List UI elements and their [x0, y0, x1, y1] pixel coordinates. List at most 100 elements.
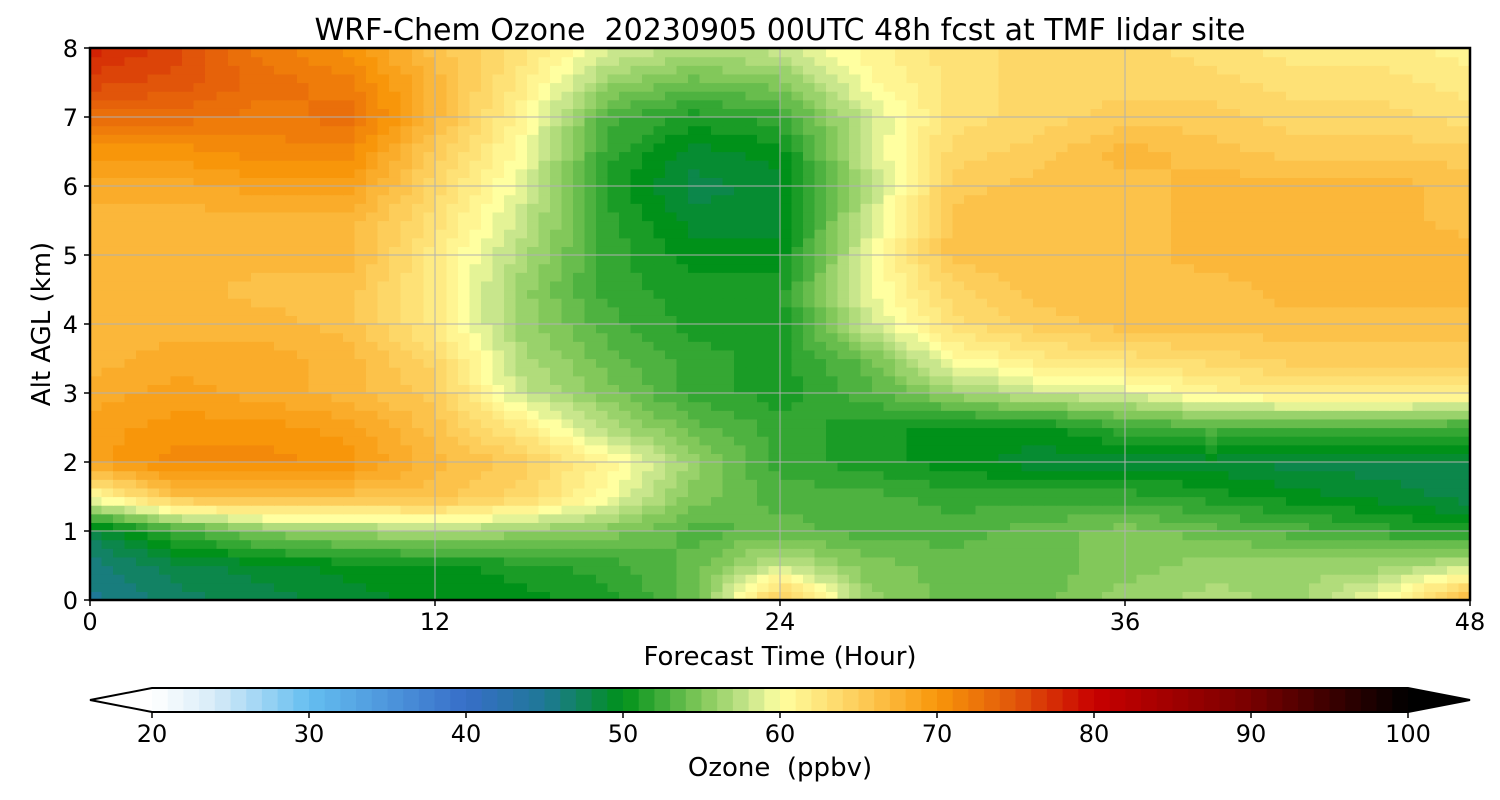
heatmap-cell — [780, 539, 793, 549]
heatmap-cell — [987, 341, 1000, 351]
heatmap-cell — [1205, 255, 1218, 265]
heatmap-cell — [1113, 289, 1126, 299]
heatmap-cell — [1113, 332, 1126, 342]
heatmap-cell — [1102, 280, 1115, 291]
heatmap-cell — [1194, 367, 1207, 377]
heatmap-cell — [734, 324, 747, 334]
heatmap-cell — [964, 505, 977, 515]
heatmap-cell — [251, 358, 264, 368]
heatmap-cell — [251, 349, 264, 360]
heatmap-cell — [883, 289, 896, 299]
heatmap-cell — [676, 582, 689, 592]
heatmap-cell — [400, 367, 413, 377]
heatmap-cell — [619, 410, 632, 420]
heatmap-cell — [768, 410, 781, 420]
heatmap-cell — [1159, 462, 1172, 472]
heatmap-cell — [1033, 324, 1046, 334]
heatmap-cell — [469, 332, 482, 342]
heatmap-cell — [619, 272, 632, 282]
heatmap-cell — [1343, 263, 1356, 273]
heatmap-cell — [642, 522, 655, 532]
heatmap-cell — [895, 315, 908, 325]
heatmap-cell — [1435, 591, 1448, 600]
heatmap-cell — [676, 272, 689, 282]
heatmap-cell — [1458, 384, 1470, 394]
heatmap-cell — [1458, 582, 1470, 592]
heatmap-cell — [469, 479, 482, 489]
heatmap-cell — [573, 591, 586, 600]
heatmap-cell — [159, 289, 172, 299]
heatmap-cell — [596, 470, 609, 480]
heatmap-cell — [1159, 349, 1172, 360]
heatmap-cell — [1182, 375, 1195, 385]
heatmap-cell — [906, 393, 919, 403]
heatmap-cell — [1424, 591, 1437, 600]
heatmap-cell — [1033, 522, 1046, 532]
heatmap-cell — [1159, 582, 1172, 592]
heatmap-cell — [1297, 349, 1310, 360]
heatmap-cell — [596, 246, 609, 256]
heatmap-cell — [274, 522, 287, 532]
heatmap-cell — [1401, 393, 1414, 403]
heatmap-cell — [170, 263, 183, 273]
heatmap-cell — [147, 341, 160, 351]
heatmap-cell — [630, 324, 643, 334]
heatmap-cell — [1297, 332, 1310, 342]
heatmap-cell — [803, 444, 816, 454]
heatmap-cell — [837, 375, 850, 385]
heatmap-cell — [665, 539, 678, 549]
heatmap-cell — [642, 487, 655, 498]
heatmap-cell — [745, 306, 758, 316]
heatmap-cell — [941, 548, 954, 558]
heatmap-cell — [1355, 522, 1368, 532]
heatmap-cell — [941, 306, 954, 316]
heatmap-cell — [1079, 582, 1092, 592]
heatmap-cell — [1309, 272, 1322, 282]
heatmap-cell — [331, 263, 344, 273]
heatmap-cell — [538, 315, 551, 325]
heatmap-cell — [389, 298, 402, 308]
heatmap-cell — [481, 393, 494, 403]
heatmap-cell — [515, 367, 528, 377]
heatmap-cell — [515, 315, 528, 325]
heatmap-cell — [1412, 289, 1425, 299]
heatmap-cell — [205, 531, 218, 541]
heatmap-cell — [1194, 306, 1207, 316]
heatmap-cell — [515, 393, 528, 403]
heatmap-cell — [262, 531, 275, 541]
heatmap-cell — [274, 306, 287, 316]
heatmap-cell — [906, 324, 919, 334]
heatmap-cell — [515, 280, 528, 291]
heatmap-cell — [527, 315, 540, 325]
heatmap-cell — [389, 255, 402, 265]
heatmap-cell — [1056, 470, 1069, 480]
heatmap-cell — [377, 349, 390, 360]
heatmap-cell — [481, 591, 494, 600]
heatmap-cell — [975, 522, 988, 532]
heatmap-cell — [929, 237, 942, 247]
heatmap-cell — [274, 548, 287, 558]
heatmap-cell — [1205, 591, 1218, 600]
heatmap-cell — [607, 298, 620, 308]
heatmap-cell — [699, 315, 712, 325]
heatmap-cell — [1263, 349, 1276, 360]
heatmap-cell — [734, 591, 747, 600]
heatmap-cell — [504, 462, 517, 472]
heatmap-cell — [262, 556, 275, 567]
heatmap-cell — [90, 289, 103, 299]
heatmap-cell — [331, 349, 344, 360]
heatmap-cell — [883, 418, 896, 429]
heatmap-cell — [1044, 436, 1057, 446]
heatmap-cell — [1343, 453, 1356, 463]
heatmap-cell — [1389, 332, 1402, 342]
heatmap-cell — [872, 565, 885, 575]
heatmap-cell — [1286, 582, 1299, 592]
heatmap-cell — [849, 393, 862, 403]
heatmap-cell — [1205, 280, 1218, 291]
heatmap-cell — [239, 255, 252, 265]
heatmap-cell — [239, 341, 252, 351]
heatmap-cell — [699, 367, 712, 377]
heatmap-cell — [929, 418, 942, 429]
heatmap-cell — [814, 556, 827, 567]
heatmap-cell — [1033, 427, 1046, 437]
